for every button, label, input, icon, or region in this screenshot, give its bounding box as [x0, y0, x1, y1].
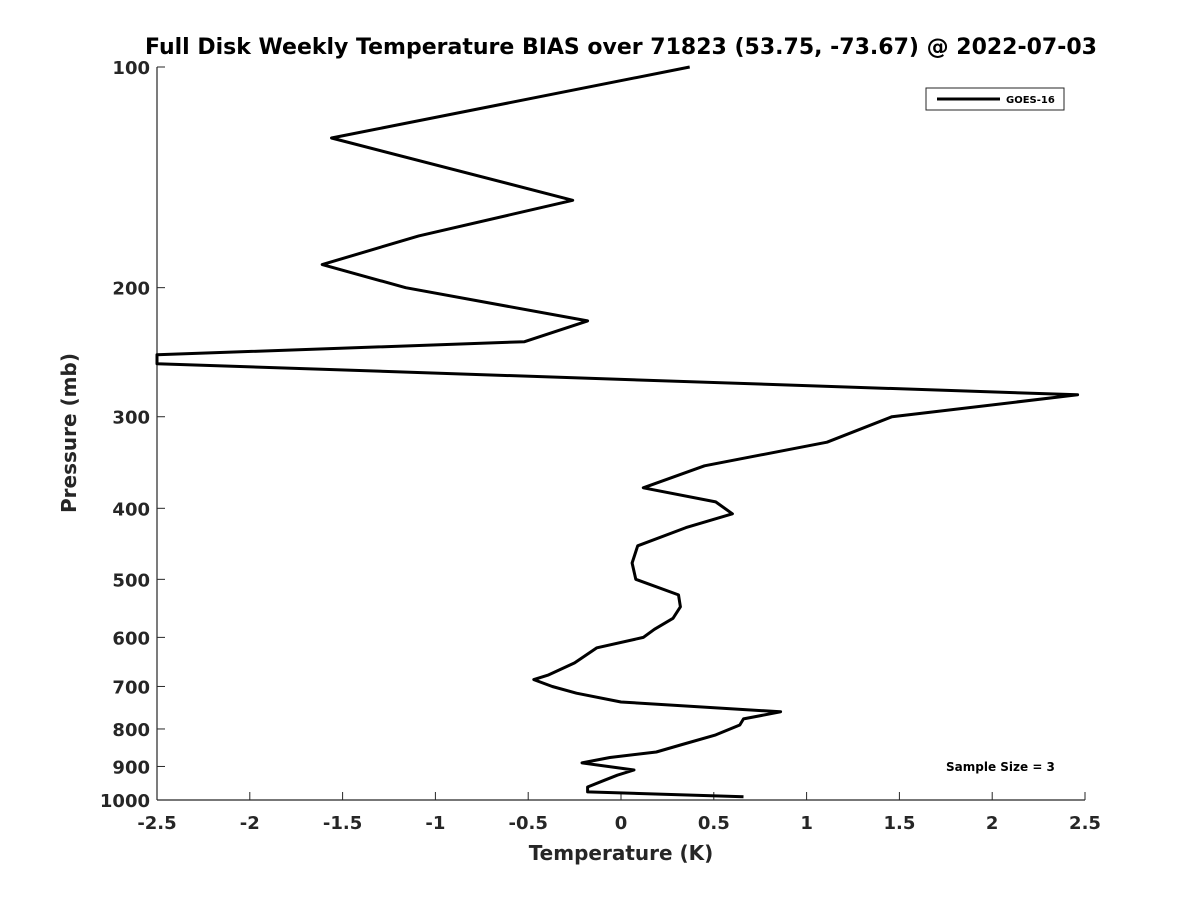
x-tick-label: 2 [986, 813, 999, 834]
x-axis-label: Temperature (K) [529, 841, 714, 865]
x-tick-label: 0 [615, 813, 628, 834]
x-tick-label: 1 [800, 813, 813, 834]
x-tick-label: -0.5 [509, 813, 548, 834]
y-tick-label: 1000 [100, 791, 150, 812]
legend: GOES-16 [925, 87, 1065, 111]
sample-size-annotation: Sample Size = 3 [946, 760, 1055, 774]
series-layer [155, 65, 1080, 799]
x-tick-label: 0.5 [698, 813, 730, 834]
legend-entry-goes-16: GOES-16 [1006, 95, 1055, 106]
series-line-goes-16 [155, 65, 1080, 799]
x-tick-label: 1.5 [883, 813, 915, 834]
x-axis-ticks: -2.5 -2 -1.5 -1 -0.5 0 0.5 1 1.5 2 2.5 [137, 792, 1101, 834]
x-tick-label: 2.5 [1069, 813, 1101, 834]
y-tick-label: 900 [112, 757, 150, 778]
chart-title: Full Disk Weekly Temperature BIAS over 7… [145, 35, 1097, 60]
x-tick-label: -1.5 [323, 813, 362, 834]
y-tick-label: 400 [112, 499, 150, 520]
y-axis-label: Pressure (mb) [57, 353, 81, 513]
x-tick-label: -1 [425, 813, 445, 834]
y-tick-label: 700 [112, 677, 150, 698]
y-tick-label: 300 [112, 408, 150, 429]
y-tick-label: 500 [112, 570, 150, 591]
x-tick-label: -2 [240, 813, 260, 834]
y-tick-label: 600 [112, 628, 150, 649]
y-axis-ticks: 100 200 300 400 500 600 700 800 900 1000 [100, 58, 165, 812]
y-tick-label: 800 [112, 720, 150, 741]
x-tick-label: -2.5 [137, 813, 176, 834]
y-tick-label: 100 [112, 58, 150, 79]
plot-area [157, 67, 1085, 800]
y-tick-label: 200 [112, 279, 150, 300]
